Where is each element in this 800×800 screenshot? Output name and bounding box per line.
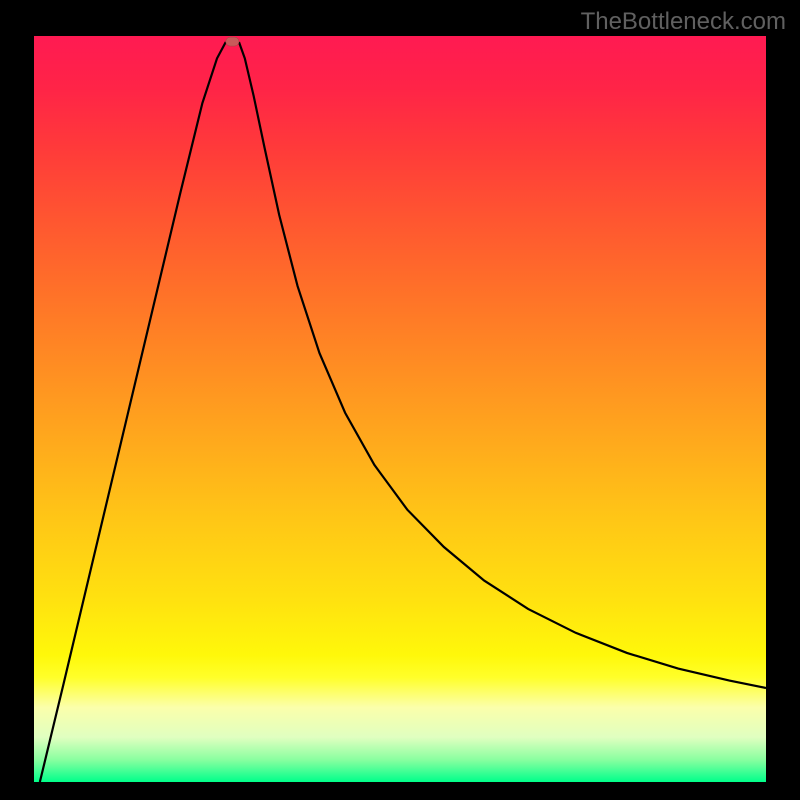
curve-right-branch — [239, 42, 766, 688]
curve-minimum-marker — [226, 37, 239, 46]
plot-area — [34, 36, 766, 782]
curve-left-branch — [40, 42, 226, 782]
chart-container: TheBottleneck.com — [0, 0, 800, 800]
watermark-text: TheBottleneck.com — [581, 8, 786, 36]
curve-layer — [34, 36, 766, 782]
